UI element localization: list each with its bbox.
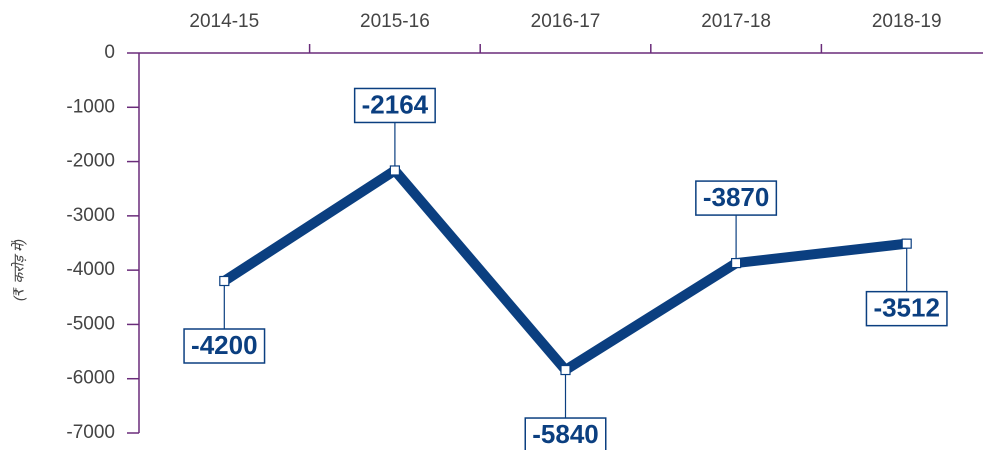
data-label: -2164 bbox=[362, 89, 429, 119]
label-box bbox=[695, 180, 778, 216]
data-label: -3512 bbox=[873, 293, 940, 323]
point bbox=[730, 257, 742, 269]
y-tick-label: -4000 bbox=[66, 259, 115, 280]
point bbox=[901, 238, 912, 249]
label-box bbox=[865, 290, 948, 327]
data-label: -4200 bbox=[191, 330, 258, 360]
y-tick-label: -5000 bbox=[66, 313, 115, 334]
y-tick-label: -3000 bbox=[66, 205, 115, 226]
y-axis-label: (₹ करोड़ में) bbox=[11, 239, 27, 301]
y-tick-label: 0 bbox=[104, 42, 115, 63]
point bbox=[219, 275, 230, 287]
label-box bbox=[524, 417, 607, 450]
y-tick-label: -2000 bbox=[66, 151, 115, 172]
point bbox=[389, 165, 400, 176]
y-tick-label: -6000 bbox=[66, 368, 115, 389]
x-tick-label: 2014-15 bbox=[189, 11, 259, 32]
y-tick-label: -7000 bbox=[66, 422, 115, 443]
label-box bbox=[183, 328, 266, 364]
label-box bbox=[353, 87, 436, 124]
data-label: -5840 bbox=[532, 419, 599, 449]
x-tick-label: 2016-17 bbox=[531, 11, 601, 32]
x-tick-label: 2018-19 bbox=[872, 11, 942, 32]
data-label: -3870 bbox=[703, 182, 770, 212]
x-tick-label: 2017-18 bbox=[701, 11, 771, 32]
point bbox=[560, 364, 571, 376]
line bbox=[221, 165, 908, 376]
x-tick-label: 2015-16 bbox=[360, 11, 430, 32]
y-tick-label: -1000 bbox=[66, 96, 115, 117]
